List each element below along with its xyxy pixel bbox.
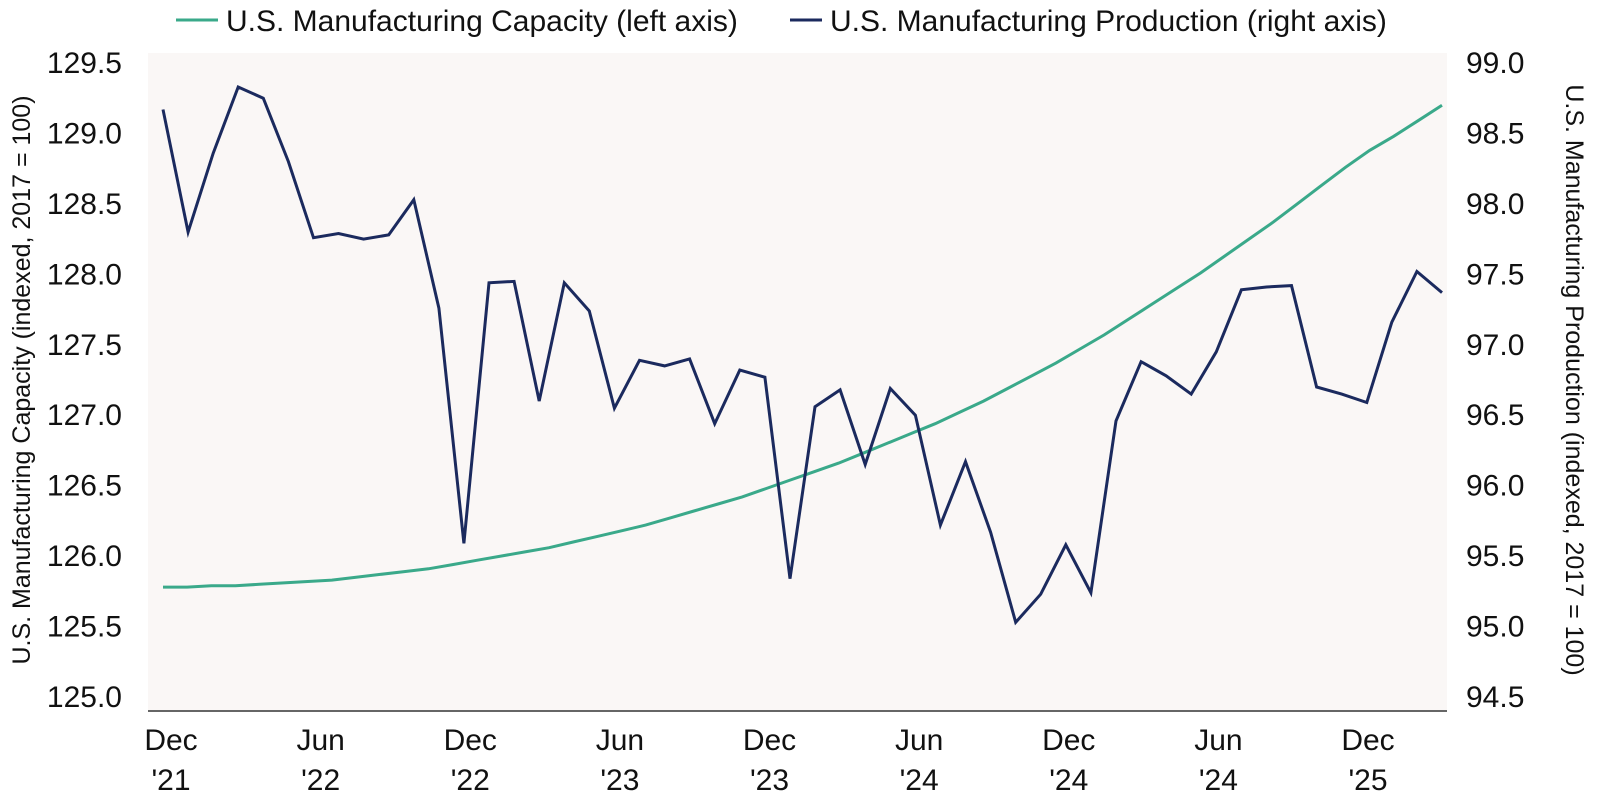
x-tick-year: '24 [900,764,939,797]
left-y-tick-label: 129.5 [47,47,122,80]
x-tick-label: Jun '22 [296,724,344,797]
left-y-tick-label: 127.0 [47,399,122,432]
x-tick-month: Jun [1194,724,1242,757]
x-tick-year: '24 [1049,764,1088,797]
x-tick-year: '21 [151,764,190,797]
x-tick-month: Dec [444,724,497,757]
right-axis-title: U.S. Manufacturing Production (indexed, … [1560,84,1588,675]
left-axis-title: U.S. Manufacturing Capacity (indexed, 20… [8,95,36,664]
left-y-tick-label: 129.0 [47,117,122,150]
x-tick-month: Dec [1341,724,1394,757]
x-tick-label: Jun '24 [1194,724,1242,797]
x-tick-year: '22 [301,764,340,797]
left-y-tick-label: 127.5 [47,329,122,362]
x-tick-month: Jun [596,724,644,757]
right-y-tick-label: 95.5 [1466,540,1524,573]
x-tick-label: Jun '23 [596,724,644,797]
x-tick-month: Jun [296,724,344,757]
x-tick-label: Dec '24 [1042,724,1095,797]
left-y-tick-label: 126.0 [47,540,122,573]
left-axis-ticks: 125.0 125.5 126.0 126.5 127.0 127.5 128.0 128.5… [47,47,122,714]
capacity-line [163,104,1443,589]
plot-background [148,53,1447,711]
x-tick-year: '22 [451,764,490,797]
right-y-tick-label: 99.0 [1466,47,1524,80]
x-tick-label: Dec '23 [743,724,796,797]
x-tick-year: '24 [1199,764,1238,797]
left-y-tick-label: 128.0 [47,258,122,291]
x-tick-label: Dec '22 [444,724,497,797]
left-y-tick-label: 126.5 [47,470,122,503]
right-y-tick-label: 94.5 [1466,681,1524,714]
left-y-tick-label: 128.5 [47,188,122,221]
series-layer [161,84,1443,626]
right-y-tick-label: 97.0 [1466,329,1524,362]
x-tick-year: '23 [600,764,639,797]
legend-label-capacity: U.S. Manufacturing Capacity (left axis) [226,5,738,38]
right-y-tick-label: 95.0 [1466,611,1524,644]
right-y-tick-label: 97.5 [1466,258,1524,291]
x-tick-month: Jun [895,724,943,757]
x-tick-month: Dec [743,724,796,757]
right-axis-ticks: 94.5 95.0 95.5 96.0 96.5 97.0 97.5 98.0 98.5 99.0 [1466,47,1524,714]
x-tick-year: '23 [750,764,789,797]
x-tick-label: Jun '24 [895,724,943,797]
x-tick-month: Dec [144,724,197,757]
left-y-tick-label: 125.0 [47,681,122,714]
x-tick-year: '25 [1348,764,1387,797]
right-y-tick-label: 98.0 [1466,188,1524,221]
production-line [161,84,1443,626]
legend-label-production: U.S. Manufacturing Production (right axi… [830,5,1387,38]
x-tick-label: Dec '25 [1341,724,1394,797]
x-axis-ticks: Dec '21 Jun '22 Dec '22 Jun '23 Dec '23 Jun '24 Dec '… [144,724,1394,797]
x-tick-label: Dec '21 [144,724,197,797]
right-y-tick-label: 98.5 [1466,117,1524,150]
right-y-tick-label: 96.5 [1466,399,1524,432]
right-y-tick-label: 96.0 [1466,470,1524,503]
left-y-tick-label: 125.5 [47,611,122,644]
x-tick-month: Dec [1042,724,1095,757]
legend: U.S. Manufacturing Capacity (left axis) … [176,5,1387,38]
